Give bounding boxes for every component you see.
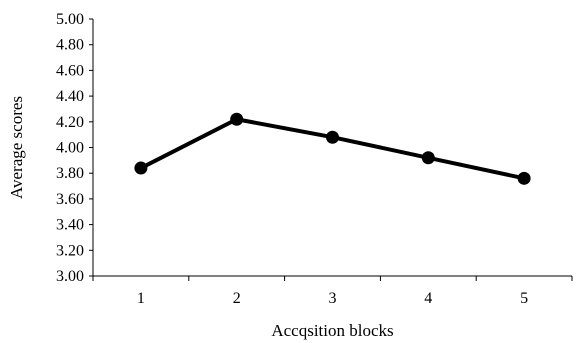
axes (92, 19, 572, 277)
data-point (134, 161, 148, 175)
y-tick-label: 5.00 (56, 11, 84, 28)
x-axis-title: Accqsition blocks (271, 321, 393, 340)
x-tick-label: 5 (520, 290, 528, 307)
y-axis-title: Average scores (7, 96, 26, 199)
series-group (134, 112, 531, 185)
y-tick-label: 4.20 (56, 114, 84, 131)
y-tick-label: 3.20 (56, 242, 84, 259)
x-tick-label: 1 (137, 290, 145, 307)
x-tick-label: 3 (329, 290, 337, 307)
y-tick-label: 3.80 (56, 165, 84, 182)
y-tick-label: 4.00 (56, 140, 84, 157)
data-point (326, 130, 339, 144)
y-tick-label: 4.80 (56, 37, 84, 54)
y-tick-label: 4.60 (56, 62, 84, 79)
y-tick-label: 4.40 (56, 88, 84, 105)
x-tick-labels: 1 2 3 4 5 (92, 276, 573, 307)
y-tick-label: 3.60 (56, 191, 84, 208)
data-point (517, 171, 531, 185)
x-tick-label: 2 (233, 290, 241, 307)
data-point (421, 151, 435, 165)
y-tick-label: 3.00 (56, 268, 84, 285)
y-tick-label: 3.40 (56, 217, 84, 234)
series-line (139, 117, 525, 181)
x-tick-label: 4 (424, 290, 432, 307)
y-tick-labels: 3.00 3.20 3.40 3.60 3.80 4.00 4.20 4.40 4.60 4.80… (56, 11, 93, 285)
data-point (230, 112, 244, 126)
